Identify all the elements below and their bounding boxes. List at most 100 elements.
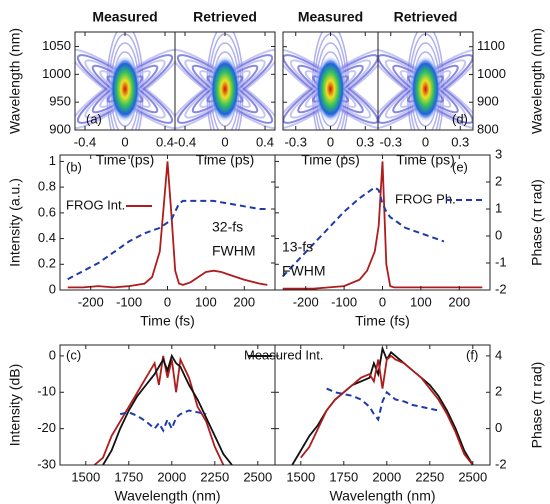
y-tick-label: -30 <box>37 456 56 471</box>
y-axis-label: Wavelength (nm) <box>529 28 545 134</box>
y-tick-label: 0.4 <box>38 230 56 245</box>
series-line <box>281 186 445 278</box>
x-tick-label: 1500 <box>286 469 315 484</box>
x-tick-label: 2000 <box>372 469 401 484</box>
series-line <box>67 199 268 281</box>
y-tick-label: 800 <box>477 121 499 136</box>
legend-label: FROG Ph. <box>395 191 456 206</box>
x-axis-label: Time (fs) <box>355 313 410 329</box>
series-line <box>326 387 439 422</box>
y-axis-label: Phase (π rad) <box>529 179 545 266</box>
x-tick-label: 0 <box>379 294 386 309</box>
y-tick-label: 0 <box>49 347 56 362</box>
x-axis-label: Time (ps) <box>96 152 155 168</box>
y2-tick-label: -1 <box>495 254 507 269</box>
frog-trace <box>75 32 175 130</box>
panel-label: (a) <box>86 111 102 126</box>
annotation: 32-fs <box>212 219 243 235</box>
y-tick-label: -10 <box>37 384 56 399</box>
y-axis-label: Wavelength (nm) <box>7 28 23 134</box>
image-title: Measured <box>92 9 157 25</box>
image-title: Measured <box>298 9 363 25</box>
annotation: 13-fs <box>282 239 313 255</box>
series-line <box>300 354 474 465</box>
x-axis-label: Time (ps) <box>396 152 455 168</box>
y-tick-label: 900 <box>477 94 499 109</box>
y-tick-label: 900 <box>49 121 71 136</box>
x-tick-label: 2500 <box>458 469 487 484</box>
trace-core <box>109 55 141 123</box>
y-tick-label: 0.8 <box>38 179 56 194</box>
x-tick-label: 0.3 <box>356 134 374 149</box>
y-axis-label: Phase (π rad) <box>529 362 545 449</box>
trace-core <box>409 55 442 123</box>
x-tick-label: -0.3 <box>285 134 307 149</box>
x-tick-label: 0 <box>164 294 171 309</box>
x-tick-label: 2500 <box>243 469 272 484</box>
plot-frame <box>274 344 491 466</box>
series-line <box>102 353 233 465</box>
x-tick-label: 0 <box>422 134 429 149</box>
x-tick-label: 0 <box>121 134 128 149</box>
y-tick-label: -20 <box>37 420 56 435</box>
y2-tick-label: 0 <box>495 227 502 242</box>
x-axis-label: Wavelength (nm) <box>329 488 435 504</box>
y2-tick-label: 1 <box>495 200 502 215</box>
x-tick-label: 200 <box>448 294 470 309</box>
series-line <box>291 345 474 465</box>
series-line <box>93 355 225 465</box>
y2-tick-label: 3 <box>495 146 502 161</box>
panel-label: (c) <box>66 347 81 362</box>
x-axis-label: Time (ps) <box>301 152 360 168</box>
x-tick-label: 2000 <box>157 469 186 484</box>
y-tick-label: 1 <box>49 153 56 168</box>
x-tick-label: 0.4 <box>156 134 174 149</box>
y2-tick-label: 4 <box>495 347 502 362</box>
legend-label: Measured Int. <box>244 347 324 362</box>
x-tick-label: 200 <box>233 294 255 309</box>
x-tick-label: 0 <box>221 134 228 149</box>
image-title: Retrieved <box>394 9 458 25</box>
series-line <box>119 409 207 433</box>
x-tick-label: 1500 <box>71 469 100 484</box>
x-tick-label: 1750 <box>329 469 358 484</box>
panel-label: (e) <box>452 159 468 174</box>
x-tick-label: -0.4 <box>174 134 196 149</box>
panel-label: (b) <box>66 159 82 174</box>
x-axis-label: Wavelength (nm) <box>114 488 220 504</box>
x-tick-label: -200 <box>78 294 104 309</box>
y2-tick-label: -2 <box>495 281 507 296</box>
frog-trace <box>175 32 275 130</box>
trace-core <box>209 55 241 123</box>
y-axis-label: Intensity (dB) <box>7 364 23 446</box>
plot-frame <box>59 344 276 466</box>
image-title: Retrieved <box>193 9 257 25</box>
x-tick-label: -0.4 <box>74 134 96 149</box>
y-tick-label: 1000 <box>42 66 71 81</box>
series-line <box>67 161 268 289</box>
y-tick-label: 0.6 <box>38 204 56 219</box>
y-tick-label: 1100 <box>477 38 505 53</box>
frog-trace <box>283 32 378 130</box>
y-tick-label: 950 <box>49 94 71 109</box>
x-tick-label: 0 <box>327 134 334 149</box>
x-tick-label: 2250 <box>200 469 229 484</box>
y-tick-label: 0.2 <box>38 256 56 271</box>
trace-core <box>314 55 347 123</box>
x-tick-label: -200 <box>293 294 319 309</box>
y-tick-label: 1000 <box>477 66 506 81</box>
x-axis-label: Time (fs) <box>140 313 195 329</box>
y-axis-label: Intensity (a.u.) <box>7 178 23 267</box>
series-line <box>282 161 483 290</box>
x-axis-label: Time (ps) <box>196 152 255 168</box>
x-tick-label: 1750 <box>114 469 143 484</box>
annotation: FWHM <box>282 263 326 279</box>
x-tick-label: 100 <box>410 294 432 309</box>
x-tick-label: -100 <box>331 294 357 309</box>
x-tick-label: 2250 <box>415 469 444 484</box>
x-tick-label: 100 <box>195 294 217 309</box>
annotation: FWHM <box>212 243 256 259</box>
x-tick-label: -100 <box>116 294 142 309</box>
y2-tick-label: 0 <box>495 420 502 435</box>
